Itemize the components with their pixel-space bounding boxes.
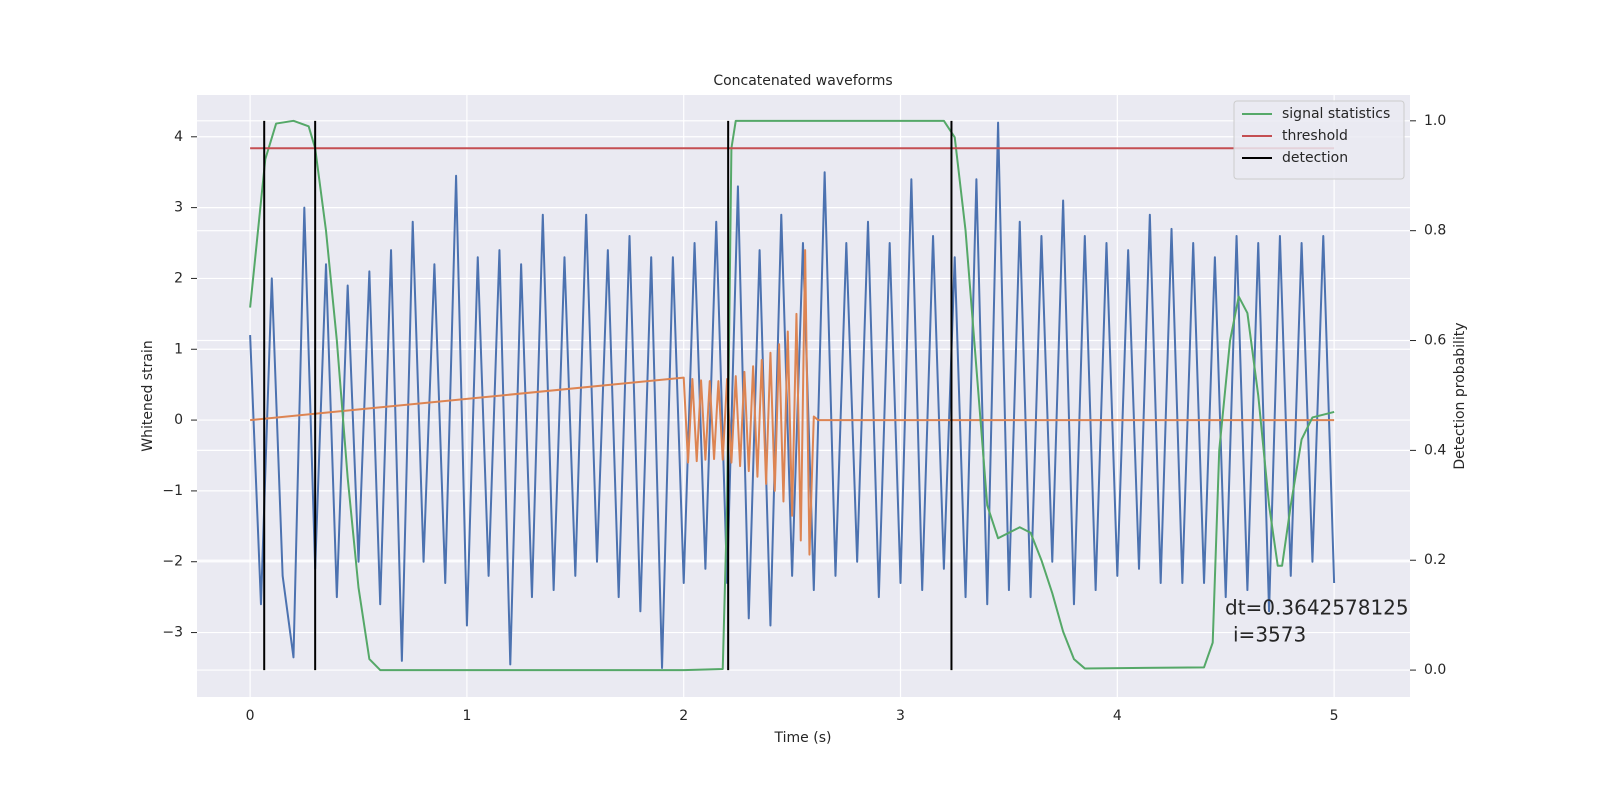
series-line	[250, 249, 1335, 556]
legend-label: detection	[1282, 150, 1348, 166]
y-tick-label: 4	[174, 129, 183, 145]
y-tick-label: 1	[174, 341, 183, 357]
x-axis-label: Time (s)	[774, 730, 832, 746]
y2-tick-label: 0.6	[1424, 333, 1446, 349]
legend: signal statistics threshold detection	[1233, 100, 1405, 180]
series-line	[249, 121, 1336, 669]
y-tick-label: 2	[174, 270, 183, 286]
annotation: i=3573	[1233, 623, 1306, 647]
x-tick-label: 1	[462, 708, 471, 724]
x-tick-label: 4	[1113, 708, 1122, 724]
x-tick-label: 2	[679, 708, 688, 724]
legend-label: threshold	[1282, 128, 1348, 144]
y2-axis-label: Detection probability	[1452, 322, 1468, 469]
y2-tick-label: 1.0	[1424, 113, 1446, 129]
y2-tick-label: 0.2	[1424, 552, 1446, 568]
x-tick-label: 3	[896, 708, 905, 724]
x-tick-label: 5	[1330, 708, 1339, 724]
series-line	[249, 119, 1335, 672]
legend-label: signal statistics	[1282, 106, 1390, 122]
chart-title: Concatenated waveforms	[713, 73, 892, 89]
y2-tick-label: 0.0	[1424, 662, 1446, 678]
y-tick-label: 3	[174, 200, 183, 216]
legend-box	[1233, 100, 1405, 180]
y-tick-label: −3	[162, 625, 183, 641]
annotation: dt=0.3642578125	[1225, 596, 1409, 620]
y-tick-label: −1	[162, 483, 183, 499]
y2-tick-label: 0.8	[1424, 223, 1446, 239]
y-axis-label: Whitened strain	[140, 340, 156, 451]
y2-tick-label: 0.4	[1424, 442, 1446, 458]
marks	[249, 119, 1336, 672]
y-tick-label: −2	[162, 554, 183, 570]
x-tick-label: 0	[246, 708, 255, 724]
y-tick-label: 0	[174, 412, 183, 428]
